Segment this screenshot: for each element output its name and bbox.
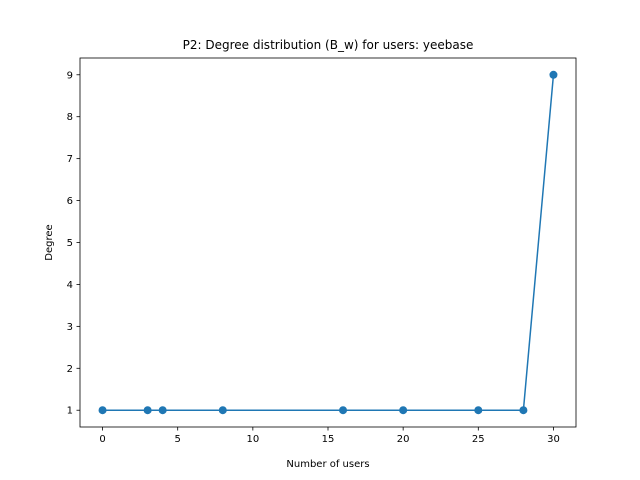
y-tick-label: 4 (67, 280, 73, 291)
y-tick-label: 8 (67, 112, 73, 123)
data-point (143, 406, 152, 415)
plot-area (80, 58, 576, 427)
data-point (339, 406, 348, 415)
y-tick-label: 5 (67, 238, 73, 249)
x-tick-label: 0 (99, 434, 105, 445)
data-point (218, 406, 227, 415)
y-axis-label: Degree (44, 224, 55, 260)
y-tick-label: 1 (67, 406, 73, 417)
y-tick-label: 3 (67, 322, 73, 333)
y-tick-label: 9 (67, 70, 73, 81)
y-axis: 1 2 3 4 5 6 7 8 9 (67, 70, 80, 417)
data-point (158, 406, 167, 415)
data-point (399, 406, 408, 415)
data-point (98, 406, 107, 415)
x-tick-label: 5 (175, 434, 181, 445)
x-tick-label: 25 (472, 434, 485, 445)
x-axis: 0 5 10 15 20 25 30 (99, 427, 560, 445)
y-tick-label: 2 (67, 364, 73, 375)
x-tick-label: 30 (547, 434, 560, 445)
data-point (519, 406, 528, 415)
chart-title: P2: Degree distribution (B_w) for users:… (183, 38, 474, 52)
y-tick-label: 7 (67, 154, 73, 165)
x-axis-label: Number of users (286, 459, 369, 470)
data-point (549, 70, 558, 79)
x-tick-label: 10 (246, 434, 259, 445)
x-tick-label: 20 (397, 434, 410, 445)
series-points (98, 70, 558, 415)
y-tick-label: 6 (67, 196, 73, 207)
plot-frame (79, 57, 577, 428)
data-point (474, 406, 483, 415)
x-tick-label: 15 (322, 434, 335, 445)
